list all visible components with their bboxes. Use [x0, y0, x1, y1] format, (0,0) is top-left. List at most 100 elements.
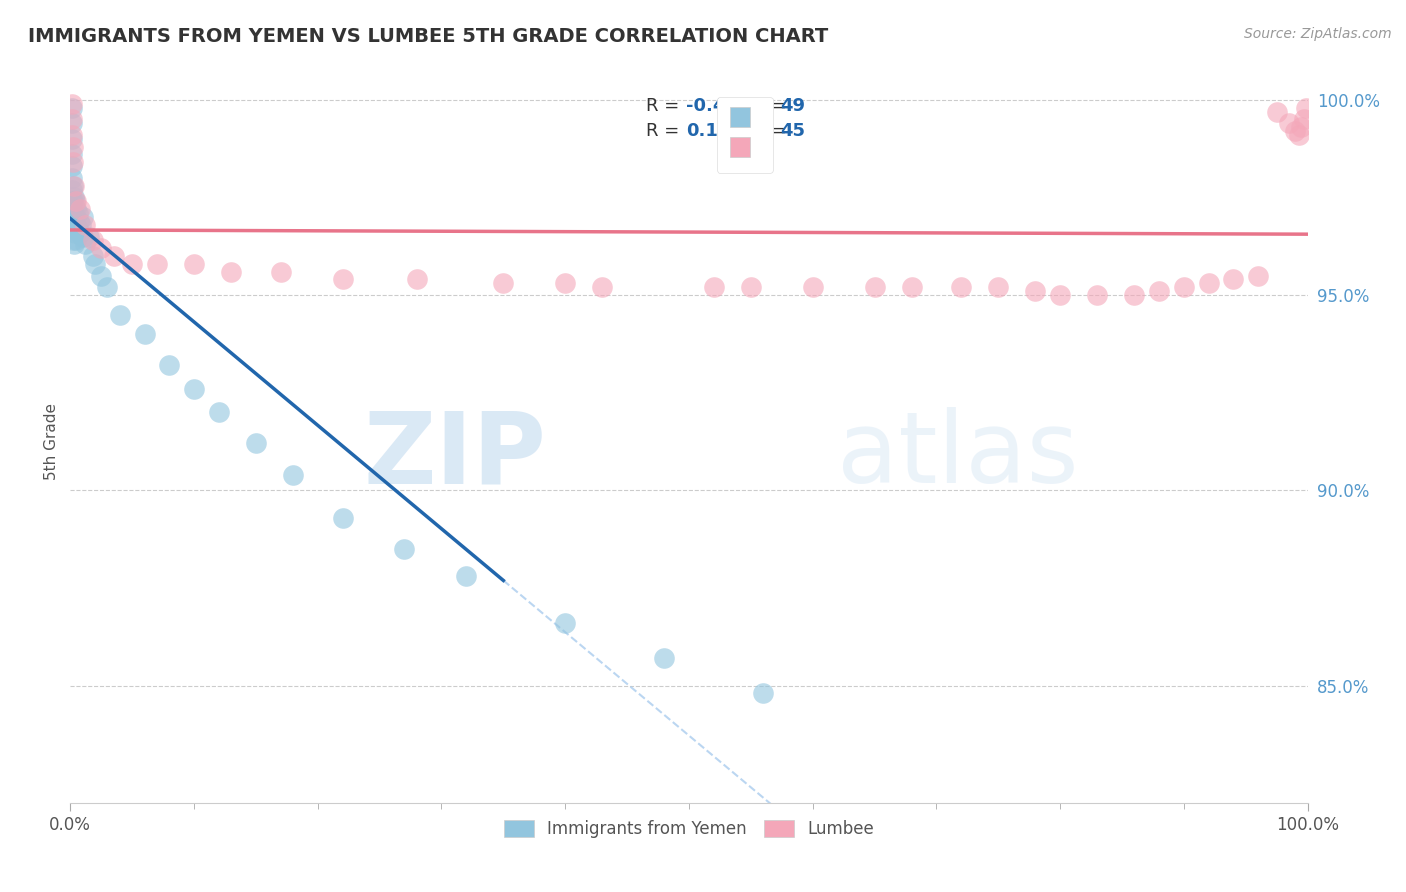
Point [900, 280, 922, 294]
Point [72, 210, 94, 224]
Point [1123, 288, 1146, 302]
Point [134, 327, 156, 342]
Point [77, 229, 100, 244]
Point [394, 541, 416, 556]
Point [652, 651, 675, 665]
Point [69, 226, 91, 240]
Point [1024, 284, 1046, 298]
Point [281, 467, 304, 482]
Point [90, 241, 112, 255]
Point [60, 183, 83, 197]
Point [65, 202, 87, 216]
Point [60, 116, 83, 130]
Point [1292, 112, 1315, 127]
Point [60, 132, 83, 146]
Point [60, 159, 83, 173]
Text: 45: 45 [780, 122, 806, 140]
Text: 49: 49 [780, 96, 806, 114]
Text: N =: N = [741, 96, 793, 114]
Text: 0.147: 0.147 [686, 122, 744, 140]
Point [67, 214, 90, 228]
Point [72, 229, 94, 244]
Point [245, 436, 267, 450]
Point [1085, 288, 1108, 302]
Point [82, 249, 104, 263]
Point [75, 218, 97, 232]
Text: ZIP: ZIP [364, 408, 547, 505]
Point [1291, 120, 1313, 135]
Point [62, 221, 84, 235]
Point [146, 257, 169, 271]
Point [75, 237, 97, 252]
Point [121, 257, 143, 271]
Point [1173, 280, 1195, 294]
Point [65, 226, 87, 240]
Point [62, 210, 84, 224]
Text: atlas: atlas [838, 408, 1078, 505]
Y-axis label: 5th Grade: 5th Grade [44, 403, 59, 480]
Point [60, 101, 83, 115]
Point [591, 280, 613, 294]
Point [183, 257, 205, 271]
Point [60, 170, 83, 185]
Point [60, 147, 83, 161]
Text: IMMIGRANTS FROM YEMEN VS LUMBEE 5TH GRADE CORRELATION CHART: IMMIGRANTS FROM YEMEN VS LUMBEE 5TH GRAD… [28, 27, 828, 45]
Point [1278, 116, 1301, 130]
Point [60, 128, 83, 142]
Point [1222, 272, 1244, 286]
Point [103, 249, 125, 263]
Point [1295, 101, 1317, 115]
Point [65, 194, 87, 209]
Point [801, 280, 824, 294]
Point [554, 277, 576, 291]
Point [63, 221, 86, 235]
Point [60, 96, 83, 111]
Point [62, 178, 84, 193]
Point [1198, 277, 1220, 291]
Point [1049, 288, 1071, 302]
Point [63, 237, 86, 252]
Point [70, 218, 93, 232]
Point [66, 221, 89, 235]
Point [90, 268, 112, 283]
Point [1284, 124, 1306, 138]
Point [752, 686, 775, 700]
Point [405, 272, 427, 286]
Point [703, 280, 725, 294]
Point [492, 277, 515, 291]
Point [82, 234, 104, 248]
Point [63, 206, 86, 220]
Point [60, 112, 83, 127]
Point [62, 234, 84, 248]
Point [554, 616, 576, 631]
Legend: Immigrants from Yemen, Lumbee: Immigrants from Yemen, Lumbee [498, 814, 880, 845]
Point [65, 210, 87, 224]
Point [332, 510, 354, 524]
Point [62, 155, 84, 169]
Point [456, 569, 478, 583]
Point [740, 280, 762, 294]
Text: -0.421: -0.421 [686, 96, 751, 114]
Text: R =: R = [645, 122, 685, 140]
Point [157, 359, 180, 373]
Point [62, 194, 84, 209]
Point [65, 218, 87, 232]
Text: R =: R = [645, 96, 685, 114]
Point [1265, 104, 1288, 119]
Point [84, 257, 107, 271]
Point [66, 206, 89, 220]
Point [65, 234, 87, 248]
Point [332, 272, 354, 286]
Point [987, 280, 1010, 294]
Point [63, 190, 86, 204]
Point [863, 280, 886, 294]
Point [183, 382, 205, 396]
Point [63, 178, 86, 193]
Point [65, 194, 87, 209]
Text: Source: ZipAtlas.com: Source: ZipAtlas.com [1244, 27, 1392, 41]
Point [60, 194, 83, 209]
Point [219, 265, 242, 279]
Point [96, 280, 118, 294]
Point [1288, 128, 1310, 142]
Point [1147, 284, 1170, 298]
